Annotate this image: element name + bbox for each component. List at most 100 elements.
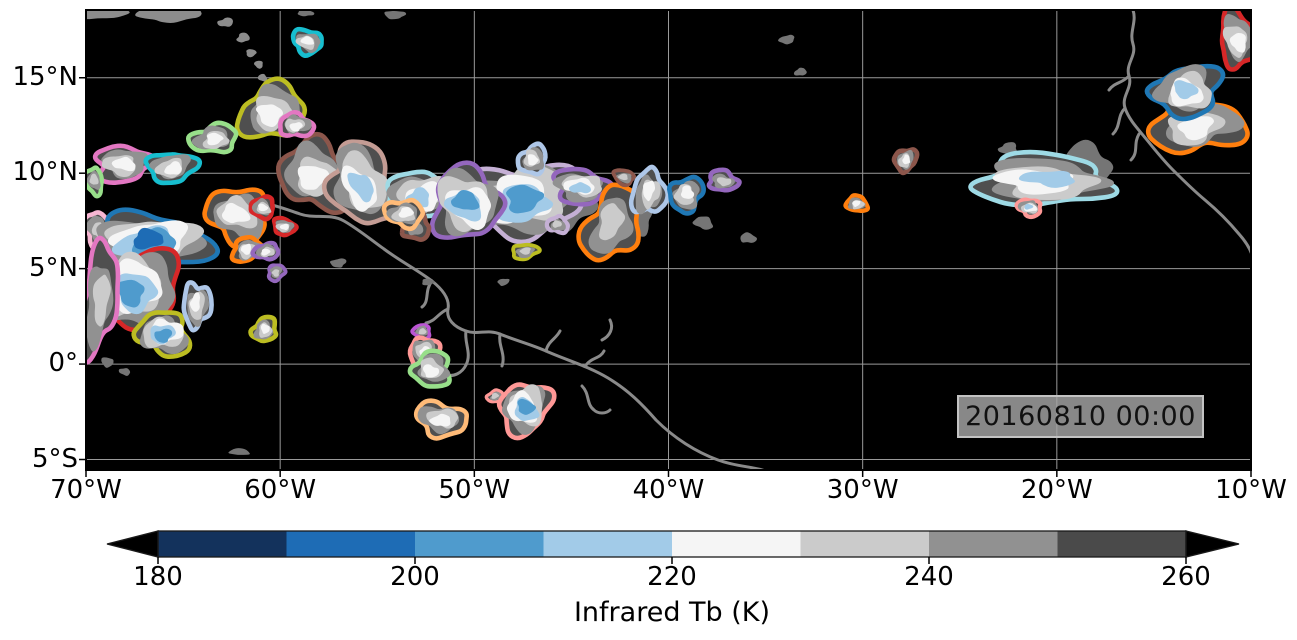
y-tick-label: 10°N bbox=[12, 157, 78, 188]
cluster-fill-ring bbox=[114, 279, 145, 308]
cluster-fill-ring bbox=[164, 161, 182, 175]
cloud-patch bbox=[692, 216, 714, 230]
cloud-cluster bbox=[186, 120, 239, 155]
colorbar-tick-label: 200 bbox=[390, 562, 440, 592]
cluster-fill-ring bbox=[1174, 80, 1199, 100]
island-patch bbox=[86, 10, 130, 20]
x-tick-label: 10°W bbox=[1215, 475, 1287, 505]
cloud-cluster bbox=[666, 174, 706, 216]
cluster-fill-ring bbox=[260, 323, 270, 334]
cluster-fill-ring bbox=[552, 220, 562, 228]
cloud-cluster bbox=[413, 398, 470, 441]
x-tick-label: 30°W bbox=[826, 475, 899, 505]
cloud-cluster bbox=[544, 213, 570, 236]
colorbar-segment bbox=[286, 531, 415, 557]
cluster-fill-ring bbox=[111, 156, 136, 172]
x-tick-label: 70°W bbox=[50, 475, 122, 505]
cluster-fill-ring bbox=[568, 182, 592, 194]
cloud-cluster bbox=[515, 141, 548, 177]
cloud-patch bbox=[297, 10, 315, 17]
cloud-cluster bbox=[1144, 63, 1226, 122]
cluster-fill-ring bbox=[300, 36, 315, 45]
cluster-fill-ring bbox=[221, 202, 251, 224]
cluster-fill-ring bbox=[279, 223, 289, 231]
colorbar-segment bbox=[1057, 531, 1186, 557]
cluster-fill-ring bbox=[491, 392, 500, 399]
cluster-fill-ring bbox=[418, 328, 427, 335]
cloud-patch bbox=[997, 142, 1017, 154]
colorbar-tick-label: 180 bbox=[133, 562, 183, 592]
colorbar-over-arrow bbox=[1185, 530, 1240, 558]
cloud-cluster bbox=[891, 147, 920, 176]
cluster-fill-ring bbox=[429, 413, 451, 427]
cluster-fill-ring bbox=[643, 180, 656, 202]
cloud-cluster bbox=[611, 168, 637, 188]
cluster-fill-ring bbox=[261, 248, 271, 256]
cluster-fill-ring bbox=[240, 243, 252, 255]
cloud-patch bbox=[778, 34, 795, 45]
cluster-fill-ring bbox=[189, 292, 201, 312]
colorbar-segment bbox=[800, 531, 929, 557]
colorbar-segment bbox=[415, 531, 544, 557]
cloud-patch bbox=[228, 448, 250, 455]
cluster-fill-ring bbox=[206, 132, 224, 146]
cluster-fill-ring bbox=[599, 203, 626, 241]
x-tick-label: 40°W bbox=[632, 475, 705, 505]
cloud-cluster bbox=[143, 152, 203, 186]
island-patch bbox=[236, 32, 250, 43]
cloud-cluster bbox=[496, 382, 557, 441]
y-tick-label: 5°N bbox=[29, 252, 78, 283]
cluster-fill-ring bbox=[519, 247, 531, 255]
cluster-fill-ring bbox=[271, 269, 280, 277]
cluster-fill-ring bbox=[289, 122, 303, 132]
cloud-cluster bbox=[843, 193, 871, 214]
cloud-clusters bbox=[86, 10, 1251, 441]
cloud-cluster bbox=[429, 160, 508, 240]
cluster-fill-ring bbox=[347, 172, 374, 203]
cloud-cluster bbox=[181, 280, 214, 333]
y-tick-label: 15°N bbox=[12, 61, 78, 92]
cloud-cluster bbox=[321, 139, 400, 226]
cluster-fill-ring bbox=[89, 173, 99, 185]
cluster-fill-ring bbox=[398, 206, 414, 218]
y-tick-label: 5°S bbox=[31, 443, 78, 474]
x-tick-label: 60°W bbox=[244, 475, 317, 505]
y-tick-label: 0° bbox=[48, 348, 78, 379]
cloud-patch bbox=[118, 368, 131, 376]
cloud-cluster bbox=[92, 143, 159, 186]
cloud-cluster bbox=[628, 164, 671, 215]
map-plot-area bbox=[86, 10, 1251, 470]
cluster-fill-ring bbox=[716, 177, 732, 187]
island-patch bbox=[246, 49, 257, 58]
x-tick-label: 20°W bbox=[1020, 475, 1093, 505]
axis-ticks bbox=[79, 77, 1252, 477]
cluster-fill-ring bbox=[450, 189, 480, 210]
cloud-patch bbox=[740, 232, 758, 243]
cloud-cluster bbox=[131, 310, 193, 360]
cloud-cluster bbox=[290, 26, 324, 59]
colorbar-segment bbox=[929, 531, 1058, 557]
cloud-cluster bbox=[511, 242, 542, 262]
cluster-fill-ring bbox=[92, 274, 111, 327]
x-tick-label: 50°W bbox=[438, 475, 511, 505]
colorbar-axis-label: Infrared Tb (K) bbox=[573, 597, 771, 628]
colorbar-segment bbox=[672, 531, 801, 557]
cluster-fill-ring bbox=[154, 328, 173, 343]
cloud-cluster bbox=[1014, 197, 1043, 220]
cloud-cluster bbox=[266, 263, 288, 284]
cloud-cluster bbox=[86, 165, 104, 199]
colorbar-tick-label: 240 bbox=[904, 562, 954, 592]
timestamp-badge: 20160810 00:00 bbox=[957, 395, 1204, 438]
island-patch bbox=[254, 60, 263, 69]
cluster-fill-ring bbox=[680, 185, 695, 199]
colorbar-segment bbox=[158, 531, 287, 557]
colorbar-tick-label: 260 bbox=[1161, 562, 1211, 592]
cluster-fill-ring bbox=[133, 227, 164, 250]
cluster-fill-ring bbox=[297, 165, 330, 190]
cluster-fill-ring bbox=[527, 154, 539, 166]
cloud-cluster bbox=[271, 215, 299, 238]
island-patch bbox=[217, 17, 233, 27]
cluster-fill-ring bbox=[258, 203, 269, 212]
cloud-patch bbox=[384, 10, 407, 20]
